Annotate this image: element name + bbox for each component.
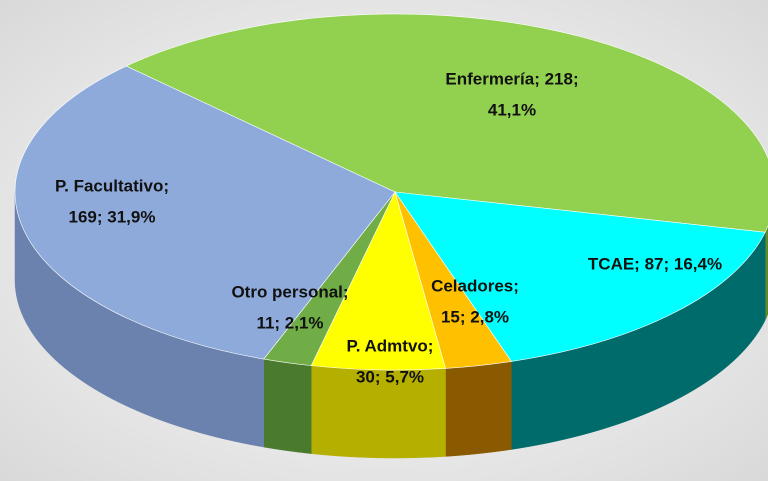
pie-side [263, 358, 312, 454]
pie-side [445, 361, 512, 457]
data-label: P. Facultativo; [55, 176, 169, 195]
data-label: 169; 31,9% [69, 207, 156, 226]
pie-slice [14, 65, 396, 360]
pie-tops [14, 13, 768, 371]
data-label: 11; 2,1% [256, 313, 323, 332]
data-label: 41,1% [488, 100, 536, 119]
pie-slice [310, 191, 446, 371]
data-label: Otro personal; [231, 282, 348, 301]
pie-sides [14, 191, 768, 459]
data-label: TCAE; 87; 16,4% [588, 254, 722, 273]
data-label: Celadores; [431, 276, 519, 295]
data-labels: Enfermería; 218; 41,1% TCAE; 87; 16,4% Cela… [55, 69, 722, 386]
pie-slice [394, 191, 766, 362]
data-label: 15; 2,8% [441, 307, 509, 326]
pie-slice [125, 13, 768, 233]
data-label: Enfermería; 218; [445, 69, 578, 88]
data-label: P. Admtvo; [347, 336, 434, 355]
data-label: 30; 5,7% [356, 367, 424, 386]
